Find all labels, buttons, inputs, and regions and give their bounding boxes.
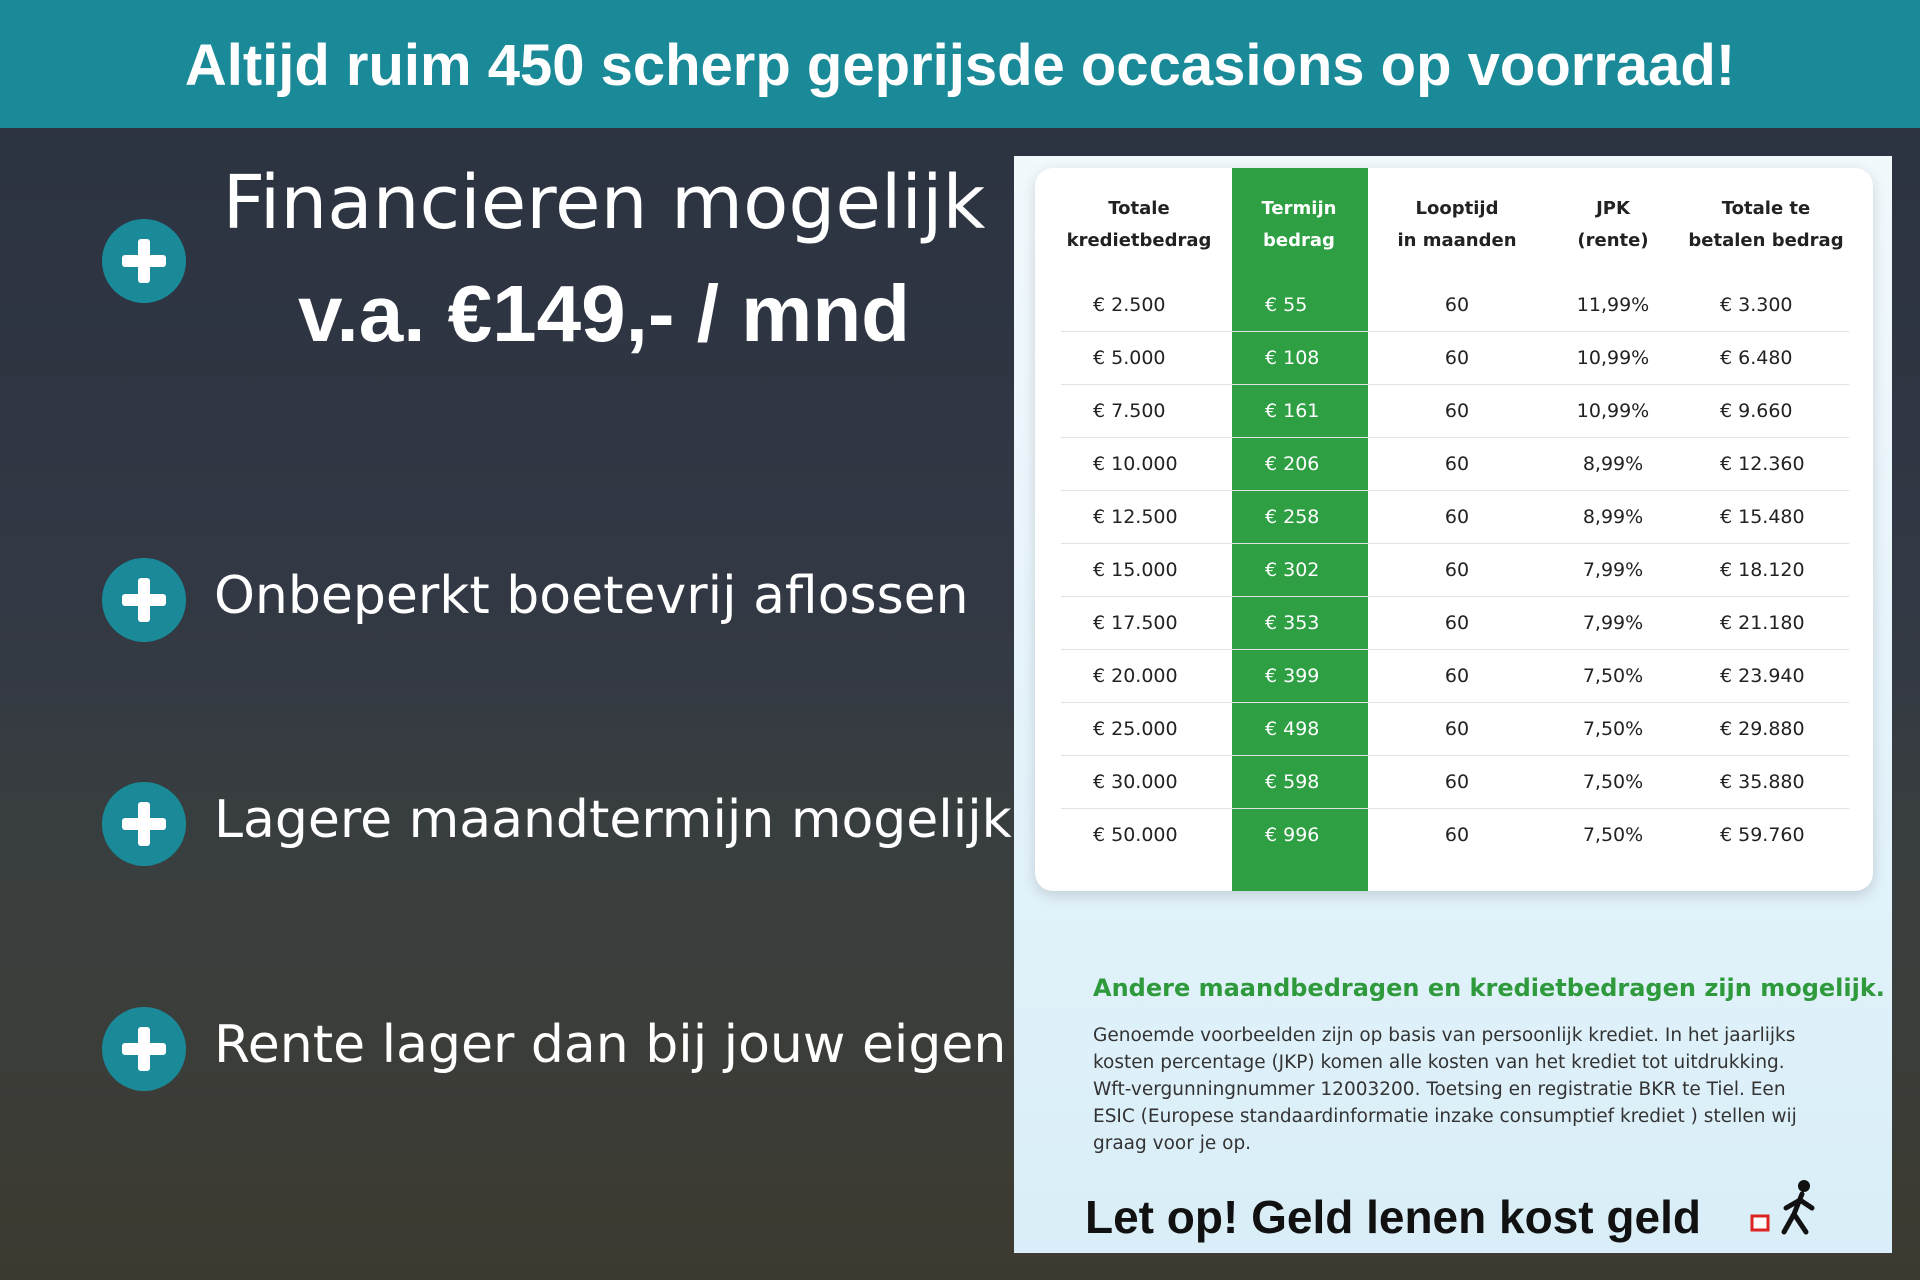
table-cell: 7,50%: [1582, 771, 1644, 793]
table-cell: 60: [1444, 824, 1470, 846]
table-cell: € 30.000: [1093, 771, 1178, 793]
table-cell: € 161: [1265, 400, 1320, 422]
row-divider: [1061, 384, 1849, 385]
table-cell: € 15.480: [1720, 506, 1805, 528]
highlight-column: [1232, 168, 1368, 891]
table-cell: € 20.000: [1093, 665, 1178, 687]
row-divider: [1061, 702, 1849, 703]
row-divider: [1061, 649, 1849, 650]
table-header: in maanden: [1397, 230, 1517, 251]
table-header: (rente): [1577, 230, 1649, 251]
table-cell: 8,99%: [1582, 453, 1644, 475]
plus-icon: [102, 1007, 186, 1091]
row-divider: [1061, 331, 1849, 332]
feature: Lagere maandtermijn mogelijk: [214, 790, 1012, 850]
plus-icon: [102, 558, 186, 642]
table-cell: 7,99%: [1582, 612, 1644, 634]
table-cell: 60: [1444, 718, 1470, 740]
row-divider: [1061, 808, 1849, 809]
table-cell: € 6.480: [1720, 347, 1793, 369]
table-cell: € 12.500: [1093, 506, 1178, 528]
table-cell: € 598: [1265, 771, 1320, 793]
table-cell: € 498: [1265, 718, 1320, 740]
table-header: Termijn: [1261, 198, 1337, 219]
table-cell: € 15.000: [1093, 559, 1178, 581]
table-cell: € 50.000: [1093, 824, 1178, 846]
table-cell: 60: [1444, 665, 1470, 687]
table-cell: € 353: [1265, 612, 1320, 634]
table-cell: € 17.500: [1093, 612, 1178, 634]
hero-price: v.a. €149,- / mnd: [297, 269, 911, 358]
warning-icon: [1750, 1180, 1815, 1235]
feature: Rente lager dan bij jouw eigen bank: [214, 1015, 1151, 1075]
table-cell: € 3.300: [1720, 294, 1793, 316]
table-cell: 7,50%: [1582, 824, 1644, 846]
table-header: kredietbedrag: [1066, 230, 1212, 251]
row-divider: [1061, 543, 1849, 544]
notes-body: Genoemde voorbeelden zijn op basis van p…: [1093, 1025, 1797, 1154]
table-cell: 60: [1444, 506, 1470, 528]
table-cell: 7,50%: [1582, 718, 1644, 740]
table-header: bedrag: [1263, 230, 1335, 251]
table-header: betalen bedrag: [1688, 230, 1844, 251]
row-divider: [1061, 490, 1849, 491]
table-cell: € 996: [1265, 824, 1320, 846]
table-cell: € 18.120: [1720, 559, 1805, 581]
table-cell: 60: [1444, 559, 1470, 581]
table-cell: € 35.880: [1720, 771, 1805, 793]
table-header: Totale te: [1721, 198, 1811, 219]
table-cell: € 29.880: [1720, 718, 1805, 740]
table-cell: € 9.660: [1720, 400, 1793, 422]
table-cell: 60: [1444, 347, 1470, 369]
table-cell: € 7.500: [1093, 400, 1166, 422]
table-cell: 7,99%: [1582, 559, 1644, 581]
table-cell: 60: [1444, 400, 1470, 422]
table-cell: € 258: [1265, 506, 1320, 528]
table-cell: € 2.500: [1093, 294, 1166, 316]
table-header: JPK: [1596, 198, 1630, 219]
table-cell: € 59.760: [1720, 824, 1805, 846]
table-cell: € 302: [1265, 559, 1320, 581]
table-header: Totale: [1108, 198, 1170, 219]
table-cell: € 55: [1265, 294, 1308, 316]
row-divider: [1061, 755, 1849, 756]
table-cell: 60: [1444, 453, 1470, 475]
table-cell: € 12.360: [1720, 453, 1805, 475]
row-divider: [1061, 596, 1849, 597]
table-cell: 60: [1444, 771, 1470, 793]
row-divider: [1061, 437, 1849, 438]
header-title: Altijd ruim 450 scherp geprijsde occasio…: [0, 0, 1920, 128]
table-cell: 11,99%: [1576, 294, 1650, 316]
table-cell: € 10.000: [1093, 453, 1178, 475]
table-cell: € 108: [1265, 347, 1320, 369]
table-cell: 60: [1444, 294, 1470, 316]
table-cell: 7,50%: [1582, 665, 1644, 687]
table-cell: € 21.180: [1720, 612, 1805, 634]
plus-icon: [102, 782, 186, 866]
table-card: [1035, 168, 1873, 891]
notes-highlight: Andere maandbedragen en kredietbedragen …: [1093, 974, 1885, 1002]
table-cell: € 25.000: [1093, 718, 1178, 740]
plus-icon: [102, 219, 186, 303]
warning: Let op! Geld lenen kost geld: [1085, 1191, 1701, 1243]
table-cell: € 5.000: [1093, 347, 1166, 369]
table-cell: 60: [1444, 612, 1470, 634]
table-cell: € 399: [1265, 665, 1320, 687]
table-cell: 10,99%: [1576, 400, 1650, 422]
table-cell: € 23.940: [1720, 665, 1805, 687]
table-cell: 10,99%: [1576, 347, 1650, 369]
table-header: Looptijd: [1415, 198, 1499, 219]
table-cell: 8,99%: [1582, 506, 1644, 528]
feature: Onbeperkt boetevrij aflossen: [214, 566, 969, 626]
table-cell: € 206: [1265, 453, 1320, 475]
hero-line: Financieren mogelijk: [222, 160, 986, 246]
